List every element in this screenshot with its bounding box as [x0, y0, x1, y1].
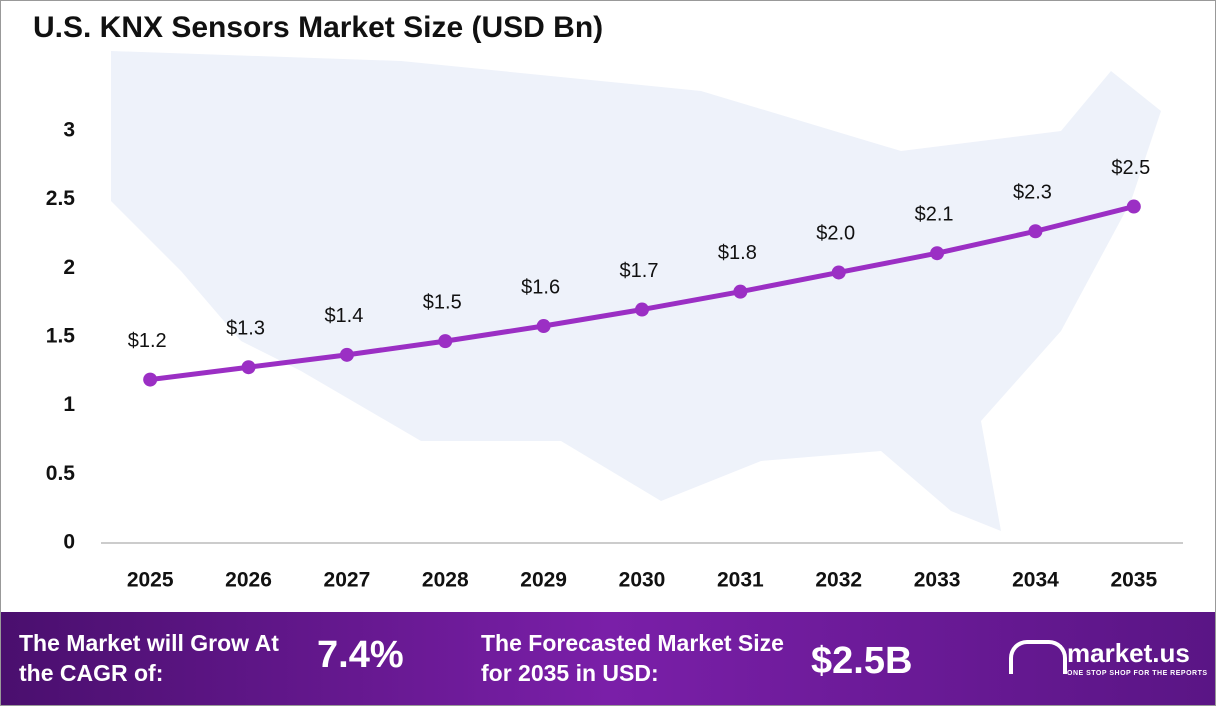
x-tick-label: 2035 [1110, 569, 1157, 592]
y-tick-label: 3 [63, 119, 75, 142]
data-label: $1.3 [226, 317, 265, 339]
x-tick-label: 2031 [717, 569, 764, 592]
chart-title: U.S. KNX Sensors Market Size (USD Bn) [33, 11, 603, 44]
data-label: $2.5 [1111, 157, 1150, 179]
data-label: $1.4 [324, 305, 363, 327]
x-tick-label: 2030 [619, 569, 666, 592]
y-tick-label: 2 [63, 256, 75, 279]
cagr-text: The Market will Grow At the CAGR of: [19, 630, 279, 686]
map-background [111, 51, 1161, 531]
x-tick-label: 2026 [225, 569, 272, 592]
footer-banner: The Market will Grow At the CAGR of: 7.4… [1, 612, 1215, 705]
data-label: $2.1 [915, 204, 954, 226]
forecast-text: The Forecasted Market Size for 2035 in U… [481, 630, 784, 686]
x-tick-label: 2029 [520, 569, 567, 592]
point [635, 302, 649, 317]
y-tick-label: 0 [63, 531, 75, 554]
x-tick-label: 2033 [914, 569, 961, 592]
point [1126, 199, 1141, 214]
x-tick-label: 2034 [1012, 569, 1059, 592]
tagline: ONE STOP SHOP FOR THE REPORTS [1067, 670, 1208, 677]
point [733, 284, 748, 299]
point [143, 372, 158, 387]
data-label: $1.6 [521, 276, 560, 298]
chart: U.S. KNX Sensors Market Size (USD Bn) 0 0… [33, 11, 1183, 592]
point [438, 334, 453, 349]
x-tick-label: 2025 [127, 569, 174, 592]
brand: market.us [1067, 638, 1190, 668]
data-label: $1.5 [423, 291, 462, 313]
data-label: $2.3 [1013, 182, 1052, 204]
data-label: $2.0 [816, 223, 855, 245]
x-tick-label: 2028 [422, 569, 469, 592]
point [831, 265, 846, 280]
y-tick-label: 2.5 [46, 187, 76, 210]
data-label: $1.8 [718, 242, 757, 264]
x-tick-label: 2027 [324, 569, 371, 592]
brand-icon [1009, 640, 1067, 674]
y-tick-label: 1 [63, 393, 75, 416]
data-label: $1.2 [128, 330, 167, 352]
data-label: $1.7 [620, 260, 659, 282]
cagr-value: 7.4% [317, 634, 404, 676]
forecast-value: $2.5B [811, 640, 913, 682]
point [241, 360, 256, 375]
point [536, 319, 551, 334]
point [930, 246, 945, 261]
point [339, 347, 354, 362]
x-tick-label: 2032 [815, 569, 862, 592]
y-tick-label: 1.5 [46, 325, 76, 348]
y-tick-label: 0.5 [46, 462, 76, 485]
point [1028, 224, 1043, 239]
